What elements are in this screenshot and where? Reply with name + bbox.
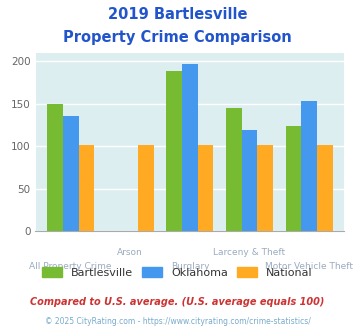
Text: Property Crime Comparison: Property Crime Comparison	[63, 30, 292, 45]
Text: Burglary: Burglary	[171, 262, 209, 271]
Text: 2019 Bartlesville: 2019 Bartlesville	[108, 7, 247, 21]
Text: Compared to U.S. average. (U.S. average equals 100): Compared to U.S. average. (U.S. average …	[30, 297, 325, 307]
Text: Arson: Arson	[118, 248, 143, 257]
Bar	[242, 130, 257, 231]
Bar	[257, 145, 273, 231]
Text: © 2025 CityRating.com - https://www.cityrating.com/crime-statistics/: © 2025 CityRating.com - https://www.city…	[45, 317, 310, 326]
Bar	[166, 72, 182, 231]
Bar	[317, 145, 333, 231]
Bar	[226, 108, 242, 231]
Bar	[47, 104, 63, 231]
Text: All Property Crime: All Property Crime	[29, 262, 112, 271]
Bar	[138, 145, 154, 231]
Bar	[286, 126, 301, 231]
Bar	[198, 145, 213, 231]
Bar	[301, 101, 317, 231]
Text: Motor Vehicle Theft: Motor Vehicle Theft	[265, 262, 353, 271]
Legend: Bartlesville, Oklahoma, National: Bartlesville, Oklahoma, National	[38, 263, 317, 282]
Bar	[63, 116, 78, 231]
Bar	[182, 64, 198, 231]
Text: Larceny & Theft: Larceny & Theft	[213, 248, 286, 257]
Bar	[78, 145, 94, 231]
